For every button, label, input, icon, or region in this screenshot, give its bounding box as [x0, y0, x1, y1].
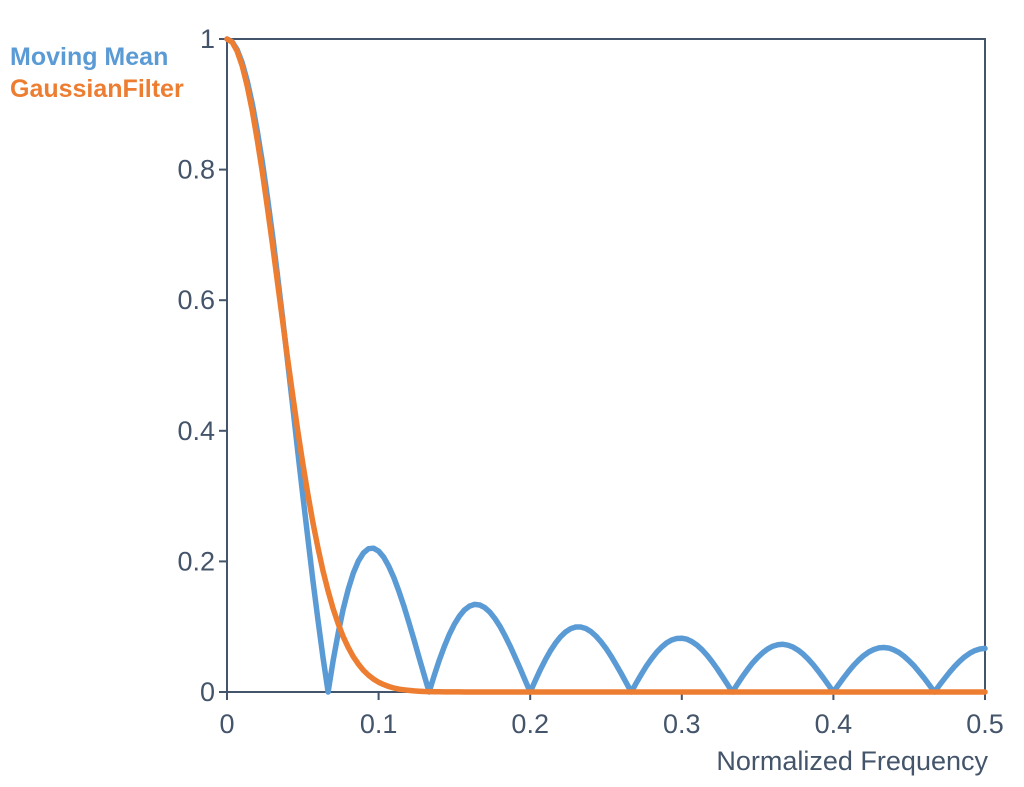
- x-axis-label: Normalized Frequency: [716, 746, 988, 776]
- y-tick-label: 0.2: [177, 546, 215, 576]
- x-tick-label: 0.4: [815, 709, 853, 739]
- moving-mean-curve: [224, 36, 988, 695]
- y-tick-label: 0.4: [177, 416, 215, 446]
- y-tick-label: 1: [200, 24, 215, 54]
- gaussianfilter-curve: [224, 36, 988, 695]
- plot-border: [226, 38, 986, 693]
- x-tick-label: 0.5: [966, 709, 1004, 739]
- x-tick-label: 0.2: [511, 709, 549, 739]
- x-tick-label: 0.1: [360, 709, 398, 739]
- legend: Moving Mean GaussianFilter: [10, 41, 184, 105]
- legend-item-moving-mean: Moving Mean: [10, 43, 169, 71]
- x-tick-label: 0: [219, 709, 234, 739]
- y-tick-label: 0.8: [177, 155, 215, 185]
- y-tick-label: 0.6: [177, 285, 215, 315]
- legend-item-gaussianfilter: GaussianFilter: [10, 75, 184, 103]
- y-tick-label: 0: [200, 677, 215, 707]
- x-tick-label: 0.3: [663, 709, 701, 739]
